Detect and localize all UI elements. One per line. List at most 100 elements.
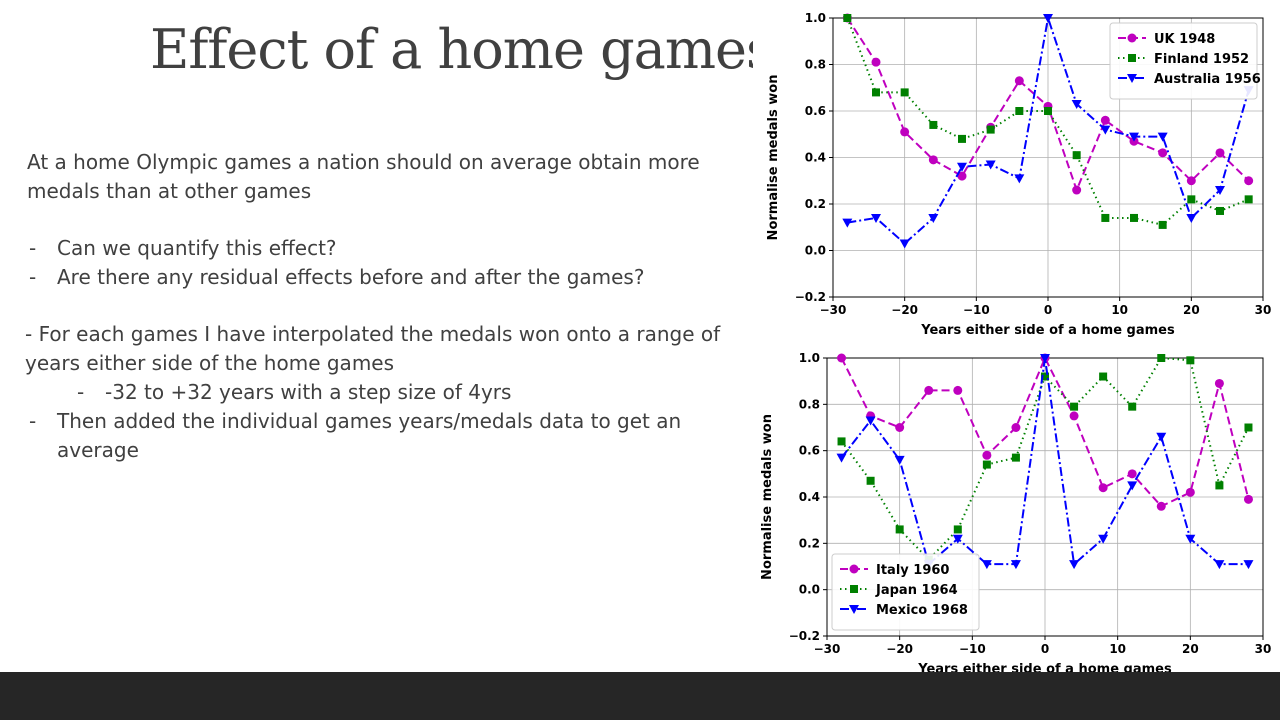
data-point (1214, 378, 1224, 388)
data-point (1070, 402, 1079, 411)
slide-body: At a home Olympic games a nation should … (25, 148, 727, 465)
data-point (1040, 354, 1050, 363)
bullet-quantify: - Can we quantify this effect? (27, 234, 727, 263)
data-point (900, 127, 910, 137)
y-tick-label: 0.4 (805, 151, 826, 165)
data-point (1243, 494, 1253, 504)
data-point (1186, 176, 1196, 186)
data-point (1098, 483, 1108, 493)
data-point (1010, 560, 1021, 570)
data-point (1244, 176, 1254, 186)
data-point (1187, 195, 1196, 204)
legend: Italy 1960 Japan 1964 Mexico 1968 (831, 553, 980, 631)
legend-label: Mexico 1968 (876, 603, 968, 618)
data-point (900, 88, 909, 97)
data-point (1014, 174, 1025, 184)
data-point (837, 437, 846, 446)
data-point (899, 239, 910, 249)
data-point (1215, 481, 1224, 490)
data-point (1186, 213, 1197, 223)
data-point (895, 525, 904, 534)
data-point (1069, 411, 1079, 421)
data-point (1243, 560, 1254, 570)
data-point (1043, 14, 1053, 23)
intro-text: At a home Olympic games a nation should … (27, 150, 700, 203)
data-point (895, 423, 905, 432)
data-point (1098, 534, 1109, 544)
data-point (928, 155, 938, 165)
y-tick-label: 0.6 (799, 444, 820, 458)
legend: UK 1948 Finland 1952 Australia 1956 (1109, 22, 1261, 100)
data-point (866, 476, 875, 485)
x-tick-label: 0 (1041, 642, 1049, 656)
y-tick-label: 0.6 (805, 104, 826, 118)
y-tick-label: 0.8 (799, 397, 820, 411)
chart-bottom: −30 −20 −10 0 10 20 30 1.0 0.8 0.6 0.4 0.2 0.0 −0.2 Ye… (753, 342, 1280, 684)
x-tick-label: 10 (1111, 303, 1128, 317)
data-point (924, 385, 934, 395)
y-tick-label: −0.2 (795, 290, 826, 304)
x-tick-label: −20 (891, 303, 918, 317)
legend-label: Australia 1956 (1154, 72, 1261, 87)
y-tick-label: 1.0 (805, 11, 826, 25)
chart-top: −30 −20 −10 0 10 20 30 1.0 0.8 0.6 0.4 0.2 0.0 −0.2 Ye… (753, 0, 1280, 340)
bullet-text: Can we quantify this effect? (57, 236, 337, 260)
data-point (1041, 372, 1049, 381)
legend-label: UK 1948 (1154, 32, 1215, 47)
legend-marker (1127, 33, 1137, 43)
data-point (1015, 107, 1024, 115)
data-point (953, 385, 963, 395)
data-point (1069, 560, 1080, 570)
data-point (1158, 148, 1168, 158)
dash-glyph: - (29, 409, 37, 433)
dash-glyph: - (29, 236, 37, 260)
data-point (952, 534, 963, 544)
x-tick-label: −10 (959, 642, 986, 656)
bullet-text: -32 to +32 years with a step size of 4yr… (105, 380, 512, 404)
data-point (985, 160, 996, 170)
x-tick-label: −30 (814, 642, 841, 656)
legend-marker (849, 605, 859, 614)
y-tick-label: 0.0 (805, 244, 826, 258)
x-tick-label: −10 (963, 303, 990, 317)
data-point (1011, 423, 1021, 432)
y-tick-label: 0.2 (799, 536, 820, 550)
y-tick-label: 0.2 (805, 197, 826, 211)
data-point (842, 218, 853, 228)
data-point (1244, 195, 1253, 204)
y-tick-label: 0.8 (805, 58, 826, 72)
data-point (837, 353, 847, 363)
data-point (928, 213, 939, 223)
data-point (953, 525, 962, 534)
data-point (1127, 469, 1137, 479)
bullet-range: - -32 to +32 years with a step size of 4y… (27, 378, 727, 407)
data-point (1156, 501, 1166, 511)
data-point (958, 134, 966, 143)
data-point (1186, 356, 1195, 365)
data-point (1156, 432, 1167, 442)
legend-label: Italy 1960 (876, 563, 949, 578)
dash-glyph: - (77, 380, 85, 404)
data-point (1101, 213, 1110, 222)
legend-box (831, 553, 980, 631)
data-point (1128, 402, 1137, 411)
data-point (1157, 132, 1168, 142)
data-point (1044, 107, 1052, 115)
data-point (981, 560, 992, 570)
bullet-text: Then added the individual games years/me… (57, 409, 682, 462)
legend-box (1109, 22, 1258, 100)
x-tick-label: 30 (1255, 303, 1272, 317)
series-0 (837, 353, 1253, 511)
data-point (1158, 220, 1167, 229)
data-point (1130, 213, 1138, 222)
x-tick-label: −30 (820, 303, 847, 317)
y-tick-label: −0.2 (789, 629, 820, 643)
legend-label: Japan 1964 (875, 583, 958, 598)
series-line (840, 355, 1250, 508)
slide-title: Effect of a home games (150, 18, 774, 81)
data-point (1215, 186, 1225, 196)
y-tick-label: 0.4 (799, 490, 820, 504)
data-point (1127, 481, 1138, 491)
data-point (1215, 148, 1225, 158)
data-point (871, 213, 881, 223)
